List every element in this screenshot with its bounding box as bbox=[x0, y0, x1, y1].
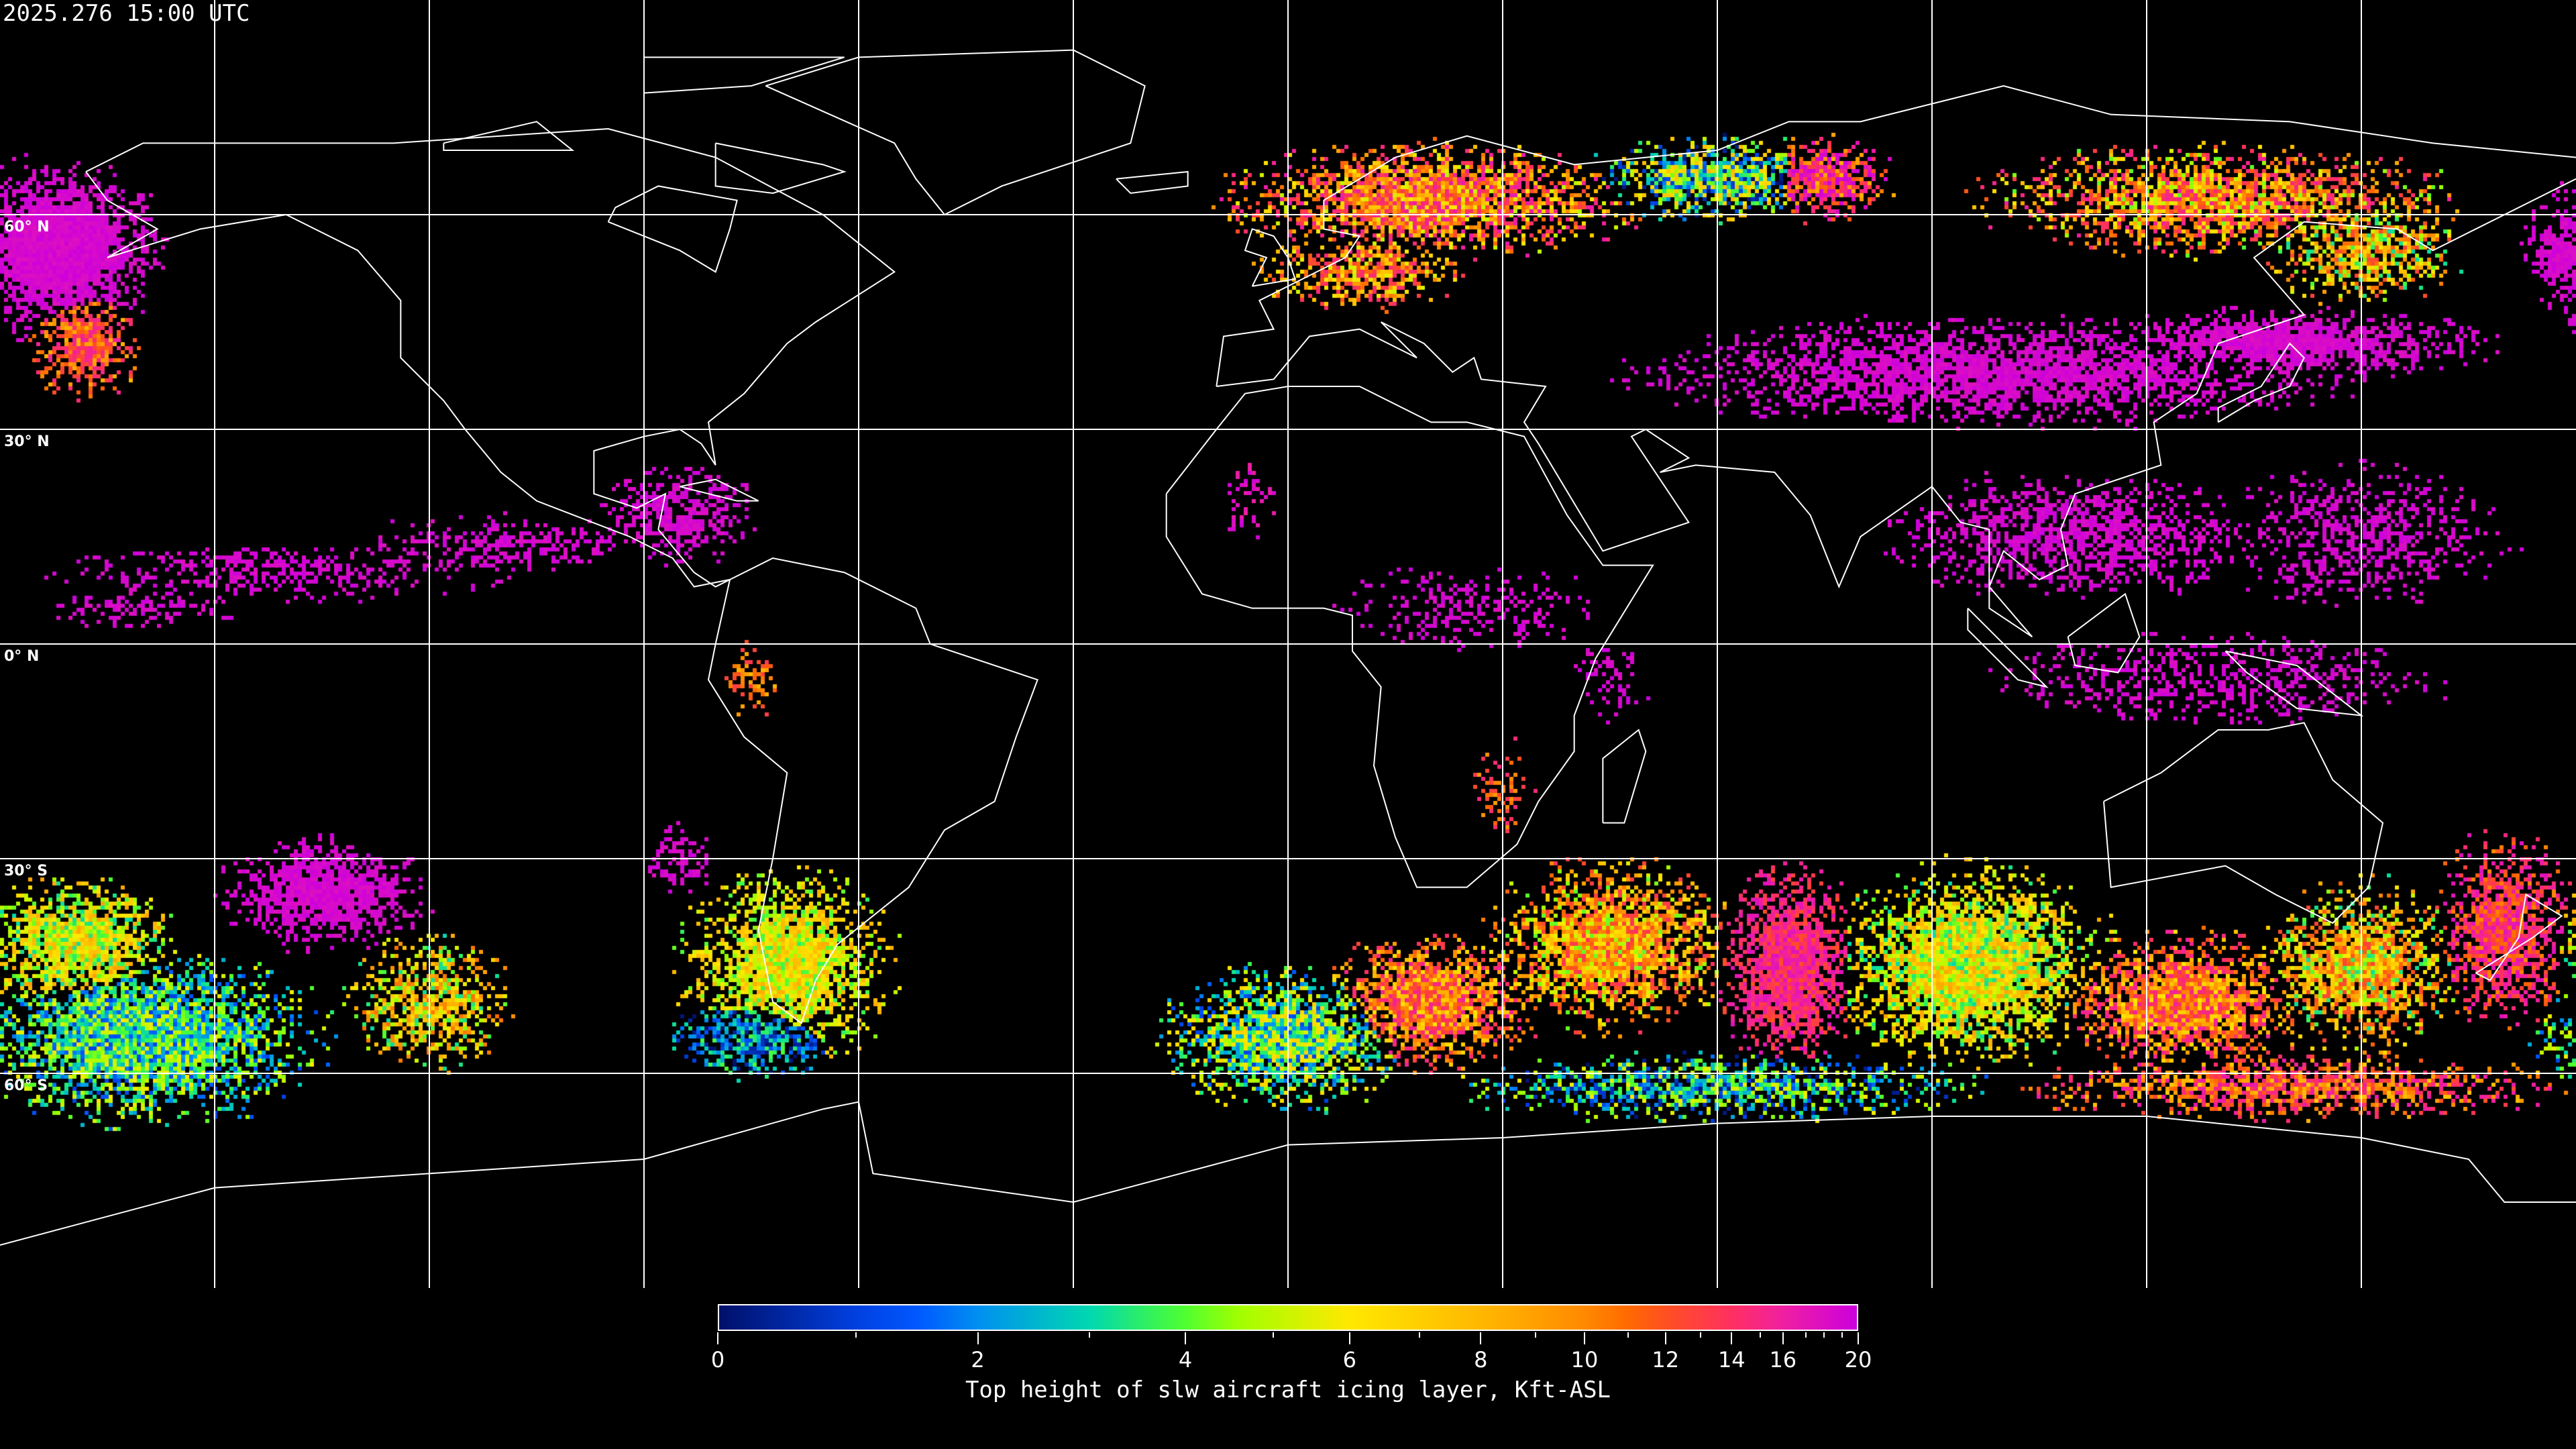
timestamp-title: 2025.276 15:00 UTC bbox=[3, 0, 250, 27]
colorbar-tick-label: 10 bbox=[1570, 1347, 1599, 1373]
colorbar-minor-tick bbox=[1841, 1332, 1843, 1338]
colorbar-tick-label: 20 bbox=[1844, 1347, 1872, 1373]
colorbar-minor-tick bbox=[1272, 1332, 1274, 1338]
latitude-label: 60° N bbox=[4, 219, 50, 235]
colorbar-minor-tick bbox=[1534, 1332, 1536, 1338]
coastline bbox=[2217, 342, 2305, 423]
coastline bbox=[1602, 729, 1647, 824]
colorbar-ticks: 0 2 4 6 8 10 12 14 16 20 bbox=[711, 1332, 1872, 1386]
coastline bbox=[707, 557, 1038, 1024]
coastline bbox=[443, 121, 575, 151]
coastline bbox=[85, 127, 896, 588]
colorbar-major-tick bbox=[717, 1332, 718, 1344]
coastline bbox=[607, 185, 738, 273]
colorbar-minor-tick bbox=[1418, 1332, 1420, 1338]
latitude-label: 30° N bbox=[4, 433, 50, 450]
coastline bbox=[1116, 170, 1189, 195]
colorbar-title: Top height of slw aircraft icing layer, … bbox=[965, 1377, 1611, 1403]
colorbar-tick-label: 2 bbox=[971, 1347, 985, 1373]
colorbar-major-tick bbox=[1664, 1332, 1666, 1344]
coastline bbox=[1244, 228, 1296, 287]
colorbar-major-tick bbox=[1782, 1332, 1784, 1344]
colorbar-minor-tick bbox=[1700, 1332, 1702, 1338]
coastline bbox=[2475, 893, 2563, 981]
latitude-label: 0° N bbox=[4, 648, 40, 665]
colorbar-tick-label: 12 bbox=[1652, 1347, 1680, 1373]
graticule bbox=[0, 0, 2576, 1288]
coastlines bbox=[0, 49, 2576, 1246]
coastline bbox=[1165, 386, 1654, 888]
colorbar-tick-label: 8 bbox=[1474, 1347, 1488, 1373]
coastline bbox=[680, 478, 759, 502]
colorbar-major-tick bbox=[1731, 1332, 1733, 1344]
colorbar-major-tick bbox=[1348, 1332, 1350, 1344]
coastline bbox=[1967, 607, 2049, 688]
latitude-label: 30° S bbox=[4, 863, 48, 879]
colorbar-tick-label: 14 bbox=[1717, 1347, 1746, 1373]
coastline bbox=[2067, 592, 2141, 674]
colorbar-minor-tick bbox=[1627, 1332, 1629, 1338]
colorbar-major-tick bbox=[1858, 1332, 1859, 1344]
colorbar-major-tick bbox=[1480, 1332, 1482, 1344]
colorbar-major-tick bbox=[1185, 1332, 1186, 1344]
colorbar-major-tick bbox=[1584, 1332, 1585, 1344]
colorbar-minor-tick bbox=[855, 1332, 857, 1338]
colorbar-tick-label: 6 bbox=[1342, 1347, 1356, 1373]
colorbar-minor-tick bbox=[1823, 1332, 1825, 1338]
coastline bbox=[765, 49, 1146, 216]
colorbar-tick-label: 4 bbox=[1178, 1347, 1193, 1373]
coastline bbox=[643, 56, 845, 94]
map-overlay bbox=[0, 0, 2576, 1288]
colorbar bbox=[718, 1304, 1858, 1331]
colorbar-minor-tick bbox=[1089, 1332, 1091, 1338]
colorbar-minor-tick bbox=[1805, 1332, 1807, 1338]
latitude-label: 60° S bbox=[4, 1077, 48, 1094]
coastline bbox=[2103, 722, 2384, 924]
colorbar-major-tick bbox=[977, 1332, 979, 1344]
colorbar-tick-label: 0 bbox=[710, 1347, 725, 1373]
colorbar-tick-label: 16 bbox=[1769, 1347, 1797, 1373]
coastline bbox=[2224, 650, 2364, 717]
coastline bbox=[714, 142, 847, 195]
coastline bbox=[1216, 178, 2576, 638]
colorbar-minor-tick bbox=[1759, 1332, 1761, 1338]
coastline bbox=[1216, 85, 2576, 387]
world-map: 60° N 30° N 0° N 30° S 60° S bbox=[0, 0, 2576, 1288]
